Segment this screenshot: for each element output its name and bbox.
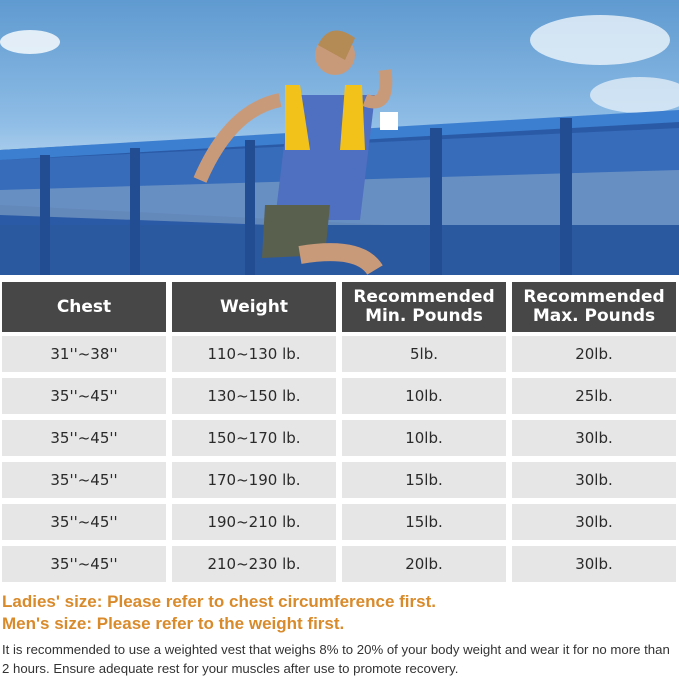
ladies-size-note: Ladies' size: Please refer to chest circ… bbox=[2, 592, 436, 611]
table-cell: 20lb. bbox=[342, 546, 506, 582]
table-cell: 15lb. bbox=[342, 462, 506, 498]
table-cell: 110~130 lb. bbox=[172, 336, 336, 372]
table-cell: 10lb. bbox=[342, 378, 506, 414]
column-header: Recommended Max. Pounds bbox=[512, 282, 676, 332]
table-cell: 10lb. bbox=[342, 420, 506, 456]
table-cell: 35''~45'' bbox=[2, 462, 166, 498]
table-cell: 25lb. bbox=[512, 378, 676, 414]
table-cell: 210~230 lb. bbox=[172, 546, 336, 582]
table-cell: 35''~45'' bbox=[2, 546, 166, 582]
mens-size-note: Men's size: Please refer to the weight f… bbox=[2, 614, 345, 633]
table-cell: 190~210 lb. bbox=[172, 504, 336, 540]
table-cell: 30lb. bbox=[512, 420, 676, 456]
column-header: Recommended Min. Pounds bbox=[342, 282, 506, 332]
runner-illustration bbox=[0, 15, 679, 275]
table-cell: 30lb. bbox=[512, 546, 676, 582]
table-cell: 30lb. bbox=[512, 504, 676, 540]
table-cell: 30lb. bbox=[512, 462, 676, 498]
table-cell: 35''~45'' bbox=[2, 504, 166, 540]
table-cell: 150~170 lb. bbox=[172, 420, 336, 456]
table-cell: 35''~45'' bbox=[2, 378, 166, 414]
table-cell: 130~150 lb. bbox=[172, 378, 336, 414]
usage-description: It is recommended to use a weighted vest… bbox=[2, 642, 670, 676]
table-cell: 5lb. bbox=[342, 336, 506, 372]
table-cell: 20lb. bbox=[512, 336, 676, 372]
column-header: Chest bbox=[2, 282, 166, 332]
table-cell: 35''~45'' bbox=[2, 420, 166, 456]
table-cell: 170~190 lb. bbox=[172, 462, 336, 498]
table-cell: 31''~38'' bbox=[2, 336, 166, 372]
product-photo bbox=[0, 0, 679, 275]
column-header: Weight bbox=[172, 282, 336, 332]
table-cell: 15lb. bbox=[342, 504, 506, 540]
